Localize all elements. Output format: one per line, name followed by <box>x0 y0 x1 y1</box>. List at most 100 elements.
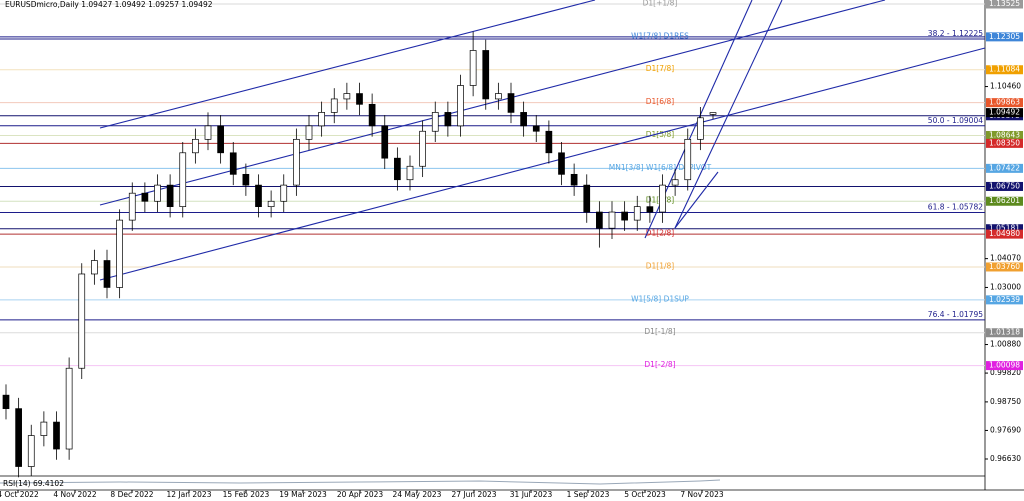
price-box-label: 1.03760 <box>989 262 1020 271</box>
candle-body <box>192 138 199 154</box>
candle-body <box>27 435 35 467</box>
candle-body <box>431 112 439 132</box>
candle-body <box>368 103 376 127</box>
candle-body <box>154 184 161 202</box>
price-box-label: 1.00098 <box>989 361 1020 370</box>
candle-body <box>406 165 414 181</box>
open-value: 1.09427 <box>81 0 112 9</box>
y-tick-label: 0.96630 <box>990 454 1021 463</box>
candle-body <box>633 206 641 221</box>
fib-label: 61.8 - 1.05782 <box>928 203 983 212</box>
candle-body <box>671 179 679 186</box>
fib-label: 76.4 - 1.01795 <box>928 310 983 319</box>
level-label: D1[1/8] <box>646 261 675 270</box>
price-box-label: 1.02539 <box>989 295 1020 304</box>
price-box <box>986 224 1023 234</box>
candle-body <box>318 112 325 127</box>
candle-body <box>495 93 502 100</box>
rsi-label: RSI(14) 69.4102 <box>3 479 64 488</box>
candle-body <box>242 173 250 186</box>
x-tick-label: 31 Jul 2023 <box>510 490 553 499</box>
x-tick-label: 12 Jan 2023 <box>167 490 212 499</box>
channel-lower <box>99 47 986 281</box>
channel-upper <box>99 0 596 129</box>
candle-body <box>2 394 10 409</box>
price-box <box>986 328 1023 338</box>
trend-line <box>674 0 783 229</box>
price-box-label: 1.06750 <box>989 181 1020 190</box>
candle-body <box>709 112 717 115</box>
candle-body <box>697 117 704 140</box>
candle-body <box>305 125 313 140</box>
candles <box>2 31 717 478</box>
candle-body <box>394 157 401 181</box>
y-tick-label: 1.04070 <box>990 254 1021 263</box>
candle-body <box>15 408 22 467</box>
price-box <box>986 32 1023 42</box>
candle-body <box>419 130 426 167</box>
candle-body <box>482 50 490 100</box>
x-tick-label: 15 Feb 2023 <box>223 490 270 499</box>
candle-body <box>40 421 48 436</box>
candle-body <box>444 112 452 127</box>
level-label: W1[5/8] D1SUP <box>631 294 689 303</box>
level-label: MN1[3/8] W1[6/8] D1PIVOT <box>609 163 712 172</box>
low-value: 1.09257 <box>148 0 179 9</box>
x-tick-label: 24 May 2023 <box>393 490 442 499</box>
price-box-label: 1.13525 <box>989 0 1020 8</box>
x-tick-label: 27 Jun 2023 <box>451 490 496 499</box>
candle-body <box>53 421 60 450</box>
fib-label: 50.0 - 1.09004 <box>928 116 983 125</box>
price-box-label: 1.05181 <box>989 224 1020 233</box>
candle-body <box>532 125 540 132</box>
candle-body <box>103 260 111 288</box>
level-label: D1[-1/8] <box>644 327 675 336</box>
price-box <box>986 196 1023 206</box>
level-label: D1[2/8] <box>646 229 675 238</box>
candle-body <box>621 211 628 221</box>
level-label: D1[6/8] <box>646 97 675 106</box>
candle-body <box>255 184 262 208</box>
candle-body <box>204 125 212 140</box>
candle-body <box>381 125 389 159</box>
rsi-line <box>0 479 721 485</box>
candle-body <box>469 50 477 86</box>
price-box-label: 1.04980 <box>989 229 1020 238</box>
candle-body <box>128 192 136 221</box>
y-tick-label: 1.10460 <box>990 82 1021 91</box>
price-box-label: 1.11084 <box>989 65 1020 74</box>
x-tick-label: 4 Nov 2022 <box>53 490 96 499</box>
price-box-label: 1.09863 <box>989 98 1020 107</box>
candle-body <box>141 192 149 202</box>
levels: D1[+1/8] W1[7/8] D1RES D1[7/8] D1[6/8] D1[5/… <box>0 0 985 369</box>
candle-body <box>457 85 464 127</box>
candle-body <box>229 152 237 175</box>
candle-body <box>596 211 603 229</box>
price-box-label: 1.08350 <box>989 138 1020 147</box>
header: EURUSDmicro,Daily 1.09427 1.09492 1.0925… <box>5 0 213 9</box>
candle-body <box>330 98 338 113</box>
candle-body <box>646 206 654 213</box>
price-box <box>986 361 1023 371</box>
symbol: EURUSDmicro,Daily <box>5 0 79 9</box>
current-price-label: 1.09492 <box>989 108 1020 117</box>
y-tick-label: 0.98750 <box>990 397 1021 406</box>
close-value: 1.09492 <box>181 0 212 9</box>
price-box <box>986 229 1023 239</box>
trend-line <box>674 171 719 229</box>
candle-body <box>545 130 553 154</box>
candle-body <box>267 200 275 208</box>
x-tick-label: 8 Dec 2022 <box>110 490 153 499</box>
candle-body <box>217 125 224 154</box>
x-tick-label: 1 Sep 2023 <box>567 490 610 499</box>
price-box <box>986 295 1023 305</box>
candle-body <box>608 211 616 229</box>
level-label: D1[-2/8] <box>644 360 675 369</box>
candle-body <box>583 184 591 213</box>
level-label: D1[5/8] <box>646 130 675 139</box>
y-tick-label: 0.99820 <box>990 368 1021 377</box>
x-tick-label: 4 Oct 2022 <box>0 490 39 499</box>
candle-body <box>356 93 363 105</box>
candle-body <box>520 112 527 127</box>
